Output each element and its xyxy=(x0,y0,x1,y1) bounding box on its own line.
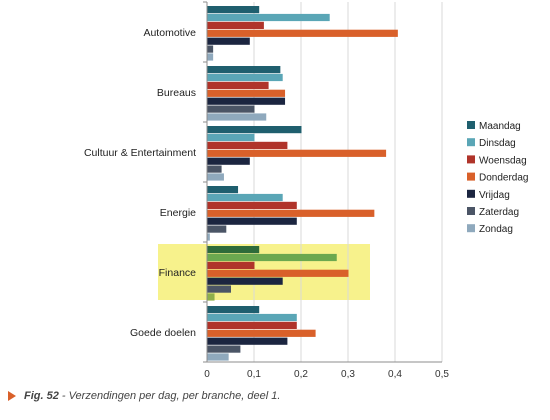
bar-dinsdag-cultuur-entertainment xyxy=(207,133,255,142)
bar-zondag-finance xyxy=(207,293,215,301)
legend-swatch xyxy=(467,155,475,164)
legend-swatch xyxy=(467,121,475,129)
bar-zaterdag-cultuur-entertainment xyxy=(207,165,222,173)
bar-maandag-automotive xyxy=(207,6,260,14)
bar-woensdag-automotive xyxy=(207,21,264,29)
caption-figure-label: Fig. 52 xyxy=(24,390,59,402)
bar-maandag-cultuur-entertainment xyxy=(207,126,302,134)
category-label: Finance xyxy=(159,267,197,279)
bar-vrijdag-bureaus xyxy=(207,97,286,105)
x-tick-label: 0,4 xyxy=(388,369,402,380)
bar-zaterdag-finance xyxy=(207,285,231,293)
x-tick-label: 0,1 xyxy=(247,369,261,380)
legend-label: Vrijdag xyxy=(479,190,510,201)
bar-maandag-bureaus xyxy=(207,66,281,74)
category-label: Automotive xyxy=(143,27,196,39)
bar-zaterdag-automotive xyxy=(207,45,214,53)
x-tick-label: 0,3 xyxy=(341,369,355,380)
bar-donderdag-cultuur-entertainment xyxy=(207,149,387,157)
category-label: Bureaus xyxy=(157,87,196,99)
bar-vrijdag-goede-doelen xyxy=(207,337,288,345)
bar-maandag-goede-doelen xyxy=(207,306,260,314)
x-tick-label: 0 xyxy=(204,369,210,380)
legend-label: Dinsdag xyxy=(479,138,516,149)
bar-woensdag-energie xyxy=(207,201,297,209)
category-label: Energie xyxy=(160,207,196,219)
bar-zaterdag-goede-doelen xyxy=(207,345,241,353)
bar-zaterdag-energie xyxy=(207,225,227,233)
legend-label: Zondag xyxy=(479,224,513,235)
legend-swatch xyxy=(467,189,475,198)
figure-caption: Fig. 52 - Verzendingen per dag, per bran… xyxy=(8,390,280,402)
caption-arrow-icon xyxy=(8,391,16,401)
bar-woensdag-finance xyxy=(207,261,255,269)
bar-dinsdag-finance xyxy=(207,253,337,262)
bar-zondag-energie xyxy=(207,233,210,241)
bar-woensdag-bureaus xyxy=(207,81,269,89)
bar-woensdag-goede-doelen xyxy=(207,321,297,329)
bar-zondag-goede-doelen xyxy=(207,353,229,361)
legend-label: Maandag xyxy=(479,121,521,132)
bar-zondag-bureaus xyxy=(207,113,267,121)
bar-dinsdag-bureaus xyxy=(207,73,283,82)
bar-vrijdag-automotive xyxy=(207,37,250,45)
bar-zaterdag-bureaus xyxy=(207,105,255,113)
legend-swatch xyxy=(467,138,475,147)
bar-zondag-automotive xyxy=(207,53,214,61)
legend-swatch xyxy=(467,207,475,215)
bar-donderdag-bureaus xyxy=(207,89,286,97)
bar-zondag-cultuur-entertainment xyxy=(207,173,224,181)
x-tick-label: 0,2 xyxy=(294,369,308,380)
bar-dinsdag-automotive xyxy=(207,13,330,22)
bar-donderdag-energie xyxy=(207,209,375,217)
category-label: Goede doelen xyxy=(130,327,196,339)
bar-dinsdag-goede-doelen xyxy=(207,313,297,322)
legend-swatch xyxy=(467,172,475,181)
bar-woensdag-cultuur-entertainment xyxy=(207,141,288,149)
bar-maandag-energie xyxy=(207,186,239,194)
category-label: Cultuur & Entertainment xyxy=(84,147,196,159)
bar-chart: 0 0,1 0,2 0,3 0,4 0,5 Automotive Bureaus Cultuu… xyxy=(84,1,528,380)
bar-dinsdag-energie xyxy=(207,193,283,202)
legend-label: Woensdag xyxy=(479,155,527,166)
bar-maandag-finance xyxy=(207,246,260,254)
bar-donderdag-goede-doelen xyxy=(207,329,316,337)
x-tick-label: 0,5 xyxy=(435,369,449,380)
bar-vrijdag-finance xyxy=(207,277,283,285)
legend-label: Zaterdag xyxy=(479,207,519,218)
bar-donderdag-finance xyxy=(207,269,349,277)
bar-vrijdag-energie xyxy=(207,217,297,225)
legend-label: Donderdag xyxy=(479,173,528,184)
caption-text: - Verzendingen per dag, per branche, dee… xyxy=(58,390,281,402)
bar-donderdag-automotive xyxy=(207,29,398,37)
bar-vrijdag-cultuur-entertainment xyxy=(207,157,250,165)
legend-swatch xyxy=(467,224,475,233)
